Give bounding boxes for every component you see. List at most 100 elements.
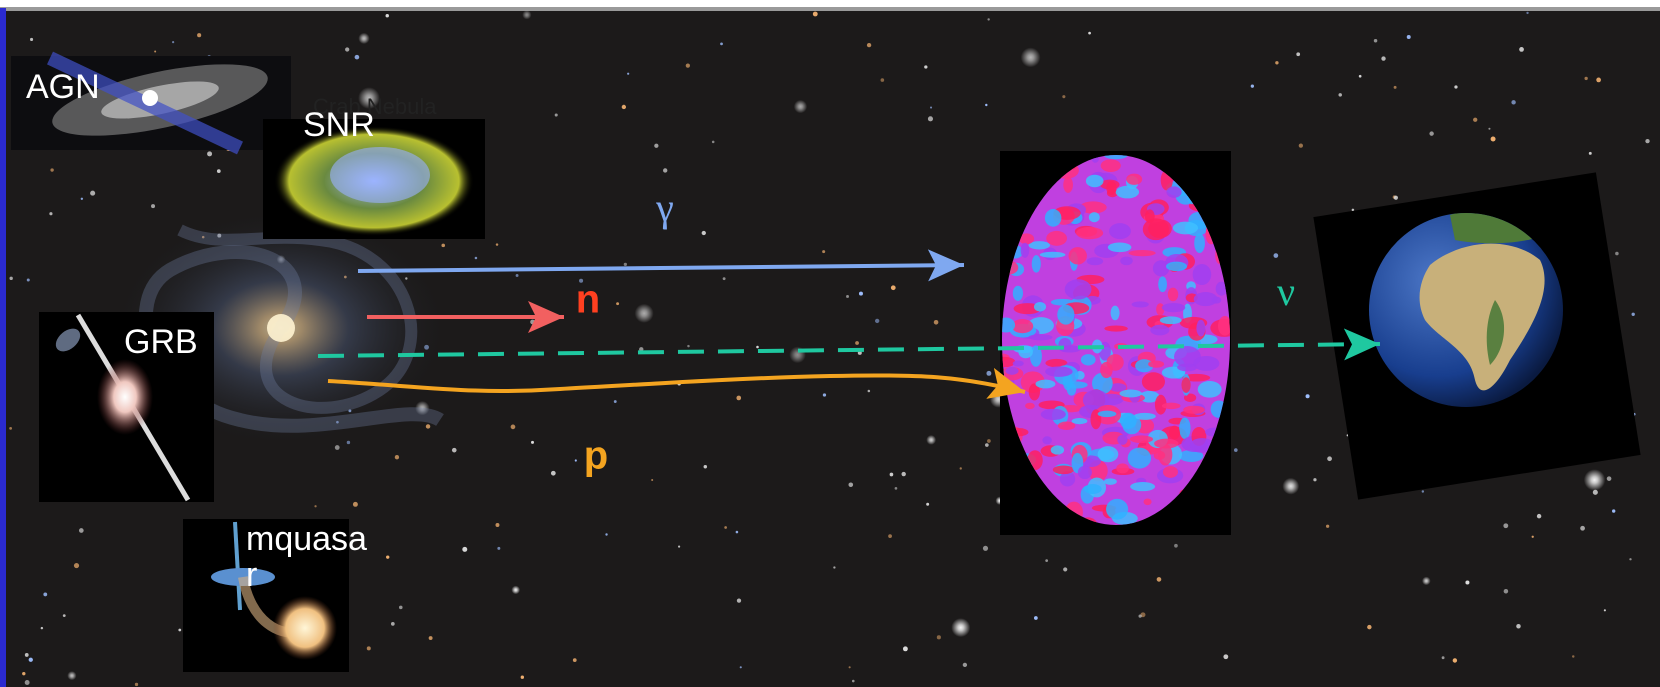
star (386, 555, 389, 558)
star (794, 100, 807, 113)
star (1572, 655, 1574, 657)
star (678, 545, 680, 547)
cmb-fluctuation (1072, 418, 1088, 424)
cmb-fluctuation (1076, 227, 1103, 239)
cmb-fluctuation (1034, 302, 1046, 312)
star (1607, 476, 1612, 481)
star (63, 614, 66, 617)
cmb-fluctuation (1098, 411, 1117, 417)
star (386, 14, 389, 17)
cmb-fluctuation (1098, 446, 1119, 462)
star (720, 43, 723, 46)
star (217, 169, 221, 173)
star (1632, 313, 1635, 316)
star (1407, 35, 1411, 39)
star (551, 471, 556, 476)
star (522, 10, 531, 19)
cmb-image (990, 143, 1241, 535)
star (521, 676, 524, 679)
star (651, 479, 653, 481)
star (986, 371, 991, 376)
cmb-fluctuation (1078, 466, 1092, 479)
star (511, 425, 516, 430)
star (1604, 609, 1606, 611)
star (1359, 75, 1362, 78)
star (756, 346, 759, 349)
star (663, 168, 667, 172)
cmb-fluctuation (1132, 301, 1149, 307)
star (736, 396, 741, 401)
cmb-fluctuation (1181, 377, 1190, 393)
star (622, 105, 626, 109)
diagram: AGN Crab Nebula SNR GRB mquasa r (0, 0, 1660, 687)
star (951, 618, 970, 637)
cmb-fluctuation (1025, 403, 1035, 409)
star (79, 528, 84, 533)
star (1275, 61, 1278, 64)
cmb-fluctuation (1130, 482, 1155, 491)
star (1394, 86, 1397, 89)
cmb-fluctuation (1198, 381, 1222, 398)
star (1274, 253, 1279, 258)
star (881, 78, 885, 82)
cmb-fluctuation (1166, 186, 1181, 198)
messenger-label: p (584, 434, 608, 478)
star (687, 345, 689, 347)
cmb-fluctuation (1120, 413, 1137, 429)
cmb-fluctuation (1154, 451, 1166, 460)
cmb-fluctuation (1084, 484, 1102, 494)
cmb-fluctuation (1045, 366, 1072, 377)
star (983, 546, 988, 551)
star (530, 320, 535, 325)
star (1584, 77, 1587, 80)
cmb-fluctuation (1063, 177, 1073, 193)
cmb-fluctuation (1162, 403, 1181, 409)
star (635, 304, 654, 323)
star (1454, 85, 1457, 88)
star (848, 482, 853, 487)
star (1511, 100, 1515, 104)
star (1088, 32, 1091, 35)
star (890, 473, 894, 477)
cmb-fluctuation (1145, 209, 1155, 223)
star (575, 459, 577, 461)
star (891, 285, 896, 290)
star (1429, 131, 1433, 135)
cmb-fluctuation (1109, 223, 1131, 239)
messenger-label: γ (655, 185, 674, 230)
star (1381, 56, 1385, 60)
star (207, 151, 212, 156)
cmb-fluctuation (1041, 409, 1066, 420)
cmb-fluctuation (1069, 247, 1087, 264)
star (516, 274, 519, 277)
star (903, 646, 908, 651)
star (833, 566, 835, 568)
star (1584, 469, 1606, 491)
star (25, 653, 29, 657)
star (178, 629, 181, 632)
cmb-fluctuation (1111, 306, 1120, 321)
cmb-fluctuation (1163, 466, 1178, 478)
star (355, 55, 360, 60)
star (1174, 544, 1178, 548)
star (614, 400, 617, 403)
star (1465, 580, 1469, 584)
star (1299, 143, 1303, 147)
star (1422, 577, 1431, 586)
cmb-fluctuation (1045, 209, 1062, 227)
star (1021, 48, 1041, 68)
star (67, 671, 76, 680)
star (895, 487, 898, 490)
star (1596, 78, 1601, 83)
star (25, 680, 30, 685)
star (1062, 95, 1065, 98)
star (737, 598, 741, 602)
cmb-fluctuation (1193, 264, 1212, 285)
star (395, 455, 399, 459)
grb-image: GRB (39, 312, 214, 502)
cmb-fluctuation (1116, 463, 1129, 473)
star (1306, 394, 1310, 398)
star (358, 33, 369, 44)
cmb-fluctuation (1179, 417, 1190, 439)
star (1326, 525, 1329, 528)
